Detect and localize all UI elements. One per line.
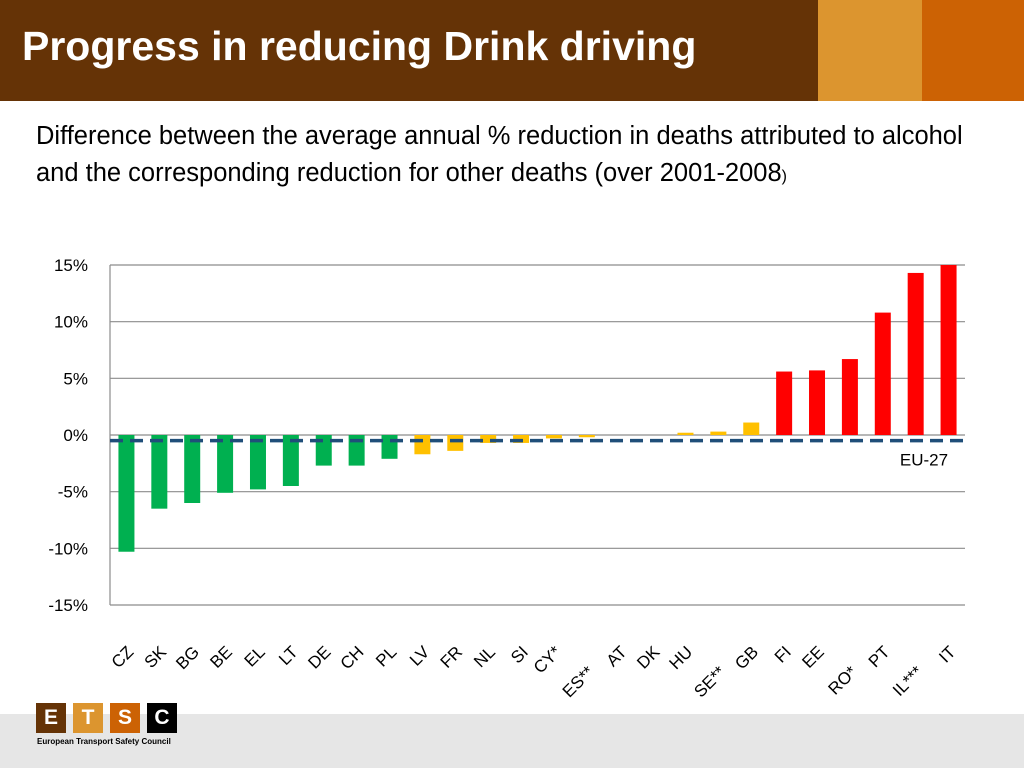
x-tick-label: LV	[406, 642, 434, 670]
bar	[249, 435, 266, 490]
y-tick-label: 0%	[63, 426, 88, 445]
bar	[809, 370, 826, 435]
subtitle-closing: )	[781, 168, 787, 185]
x-tick-label: CZ	[108, 642, 137, 671]
bar	[545, 435, 562, 439]
logo-letter-c: C	[147, 703, 177, 733]
x-tick-label: GB	[731, 642, 762, 673]
x-tick-label: EL	[241, 642, 269, 670]
header-accent-block-light	[818, 0, 922, 101]
bar	[940, 265, 957, 435]
bar	[578, 435, 595, 438]
bar	[118, 435, 135, 552]
page-title: Progress in reducing Drink driving	[22, 23, 697, 69]
x-tick-label: BE	[206, 642, 235, 671]
bar	[743, 422, 760, 435]
bar	[151, 435, 168, 509]
x-tick-label: IL***	[889, 662, 927, 700]
y-tick-label: 5%	[63, 369, 88, 388]
chart-subtitle: Difference between the average annual % …	[36, 118, 1011, 195]
bar	[447, 435, 464, 451]
subtitle-text: Difference between the average annual % …	[36, 122, 963, 187]
x-tick-label: CH	[337, 642, 368, 673]
eu27-reference-label: EU-27	[900, 451, 948, 470]
bar	[480, 435, 497, 443]
bar	[315, 435, 332, 466]
x-tick-label: RO*	[825, 662, 861, 698]
logo-letter-e: E	[36, 703, 66, 733]
bar	[776, 371, 793, 435]
x-tick-label: LT	[275, 642, 302, 669]
bar	[874, 312, 891, 435]
header-accent-block-dark	[922, 0, 1024, 101]
x-tick-label: SK	[141, 642, 171, 672]
bar	[414, 435, 431, 455]
title-bar: Progress in reducing Drink driving	[0, 0, 818, 101]
x-tick-label: IT	[935, 642, 959, 666]
x-tick-label: EE	[798, 642, 827, 671]
bar	[282, 435, 299, 486]
bar	[381, 435, 398, 459]
bar	[710, 431, 727, 435]
x-tick-label: PT	[865, 642, 894, 671]
y-tick-label: 15%	[54, 256, 88, 275]
x-tick-label: NL	[470, 642, 499, 671]
y-tick-label: 10%	[54, 313, 88, 332]
y-tick-label: -5%	[58, 483, 88, 502]
x-tick-label: SI	[507, 642, 532, 667]
y-tick-label: -10%	[48, 539, 88, 558]
bar	[677, 432, 694, 435]
bar	[184, 435, 201, 503]
logo-letter-s: S	[110, 703, 140, 733]
x-tick-label: BG	[172, 642, 203, 673]
x-tick-label: PL	[372, 642, 400, 670]
x-tick-label: SE**	[690, 662, 729, 700]
x-tick-label: CY*	[530, 642, 565, 677]
x-tick-label: FI	[771, 642, 795, 666]
logo-letter-t: T	[73, 703, 103, 733]
y-tick-label: -15%	[48, 596, 88, 615]
bar	[907, 272, 924, 435]
x-tick-label: DE	[304, 642, 334, 672]
bar	[217, 435, 234, 493]
bar	[841, 359, 858, 435]
x-tick-label: HU	[666, 642, 697, 673]
bar-chart: 15% 10% 5% 0% -5% -10% -15% CZ SK BG BE EL LT DE CH PL L…	[48, 256, 965, 700]
bar	[348, 435, 365, 466]
x-tick-label: FR	[437, 642, 466, 671]
x-tick-label: ES**	[559, 662, 598, 700]
organisation-name: European Transport Safety Council	[37, 737, 171, 746]
x-tick-label: DK	[633, 642, 664, 673]
x-tick-label: AT	[603, 642, 631, 670]
